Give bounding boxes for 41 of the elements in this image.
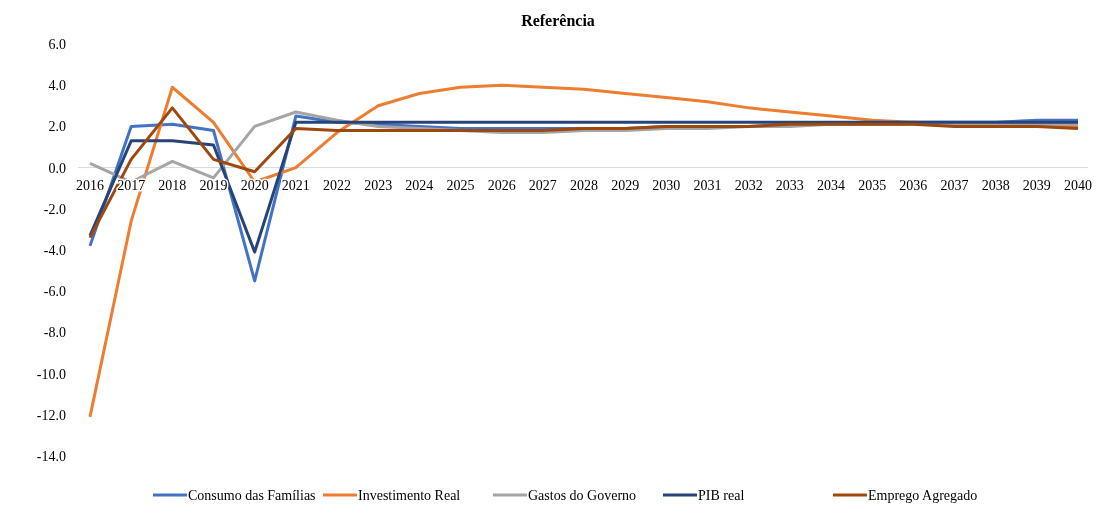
x-tick-label: 2034: [817, 177, 845, 193]
x-tick-label: 2032: [734, 177, 763, 193]
y-tick-label: -8.0: [43, 325, 66, 341]
x-tick-label: 2019: [199, 177, 228, 193]
y-tick-label: -6.0: [43, 284, 66, 300]
x-tick-label: 2016: [76, 177, 104, 193]
y-tick-label: 6.0: [48, 37, 66, 52]
legend-label: PIB real: [698, 488, 745, 503]
x-tick-label: 2033: [775, 177, 804, 193]
y-tick-label: 4.0: [48, 78, 66, 94]
x-tick-label: 2026: [487, 177, 516, 193]
x-tick-label: 2036: [899, 177, 928, 193]
x-tick-label: 2024: [405, 177, 434, 193]
y-tick-label: -2.0: [43, 201, 66, 217]
y-tick-label: -12.0: [36, 407, 66, 423]
legend-label: Investimento Real: [358, 488, 461, 503]
y-tick-label: -14.0: [36, 449, 66, 464]
x-tick-label: 2031: [693, 177, 722, 193]
x-tick-label: 2028: [570, 177, 598, 193]
legend-label: Emprego Agregado: [868, 488, 978, 503]
y-tick-label: -10.0: [36, 366, 66, 382]
chart-title: Referência: [521, 12, 595, 29]
y-tick-label: -4.0: [43, 243, 66, 258]
x-tick-label: 2018: [158, 177, 187, 193]
y-tick-label: 2.0: [48, 119, 66, 135]
x-tick-label: 2022: [323, 177, 351, 193]
x-tick-label: 2038: [981, 177, 1010, 193]
x-tick-label: 2030: [652, 177, 681, 193]
x-tick-label: 2039: [1022, 177, 1051, 193]
x-tick-label: 2027: [528, 177, 557, 193]
x-tick-label: 2040: [1064, 177, 1092, 193]
x-tick-label: 2029: [611, 177, 640, 193]
x-tick-label: 2025: [446, 177, 475, 193]
x-tick-label: 2020: [240, 177, 269, 193]
x-tick-label: 2037: [940, 177, 969, 193]
x-tick-label: 2021: [281, 177, 310, 193]
x-tick-label: 2035: [858, 177, 887, 193]
y-tick-label: 0.0: [48, 160, 66, 176]
x-tick-label: 2023: [364, 177, 393, 193]
legend-label: Gastos do Governo: [528, 488, 637, 503]
legend-label: Consumo das Famílias: [188, 488, 316, 503]
